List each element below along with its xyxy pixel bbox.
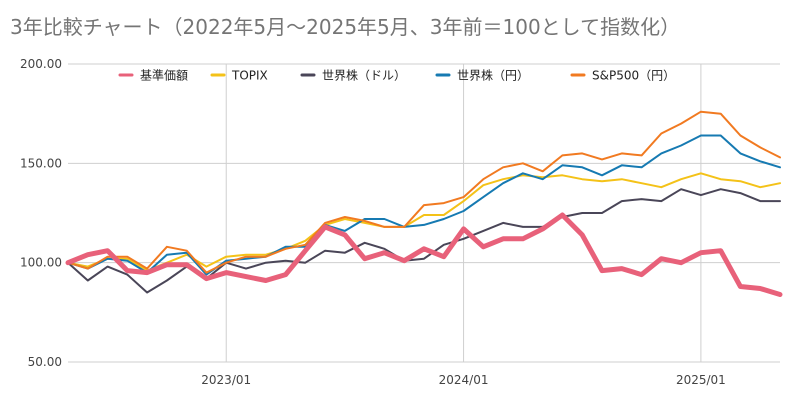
y-tick-label: 100.00 xyxy=(20,256,62,270)
series-layer xyxy=(65,110,783,297)
series-line-0 xyxy=(65,212,783,297)
tick-layer: 50.00 100.00 150.00 200.00 2023/01 2024/01 202… xyxy=(20,57,726,387)
legend-label: S&P500（円） xyxy=(592,69,675,83)
legend: 基準価額 TOPIX 世界株（ドル） 世界株（円） S&P500（円） xyxy=(118,68,675,83)
series-line-1 xyxy=(67,172,781,272)
grid-layer xyxy=(68,63,780,363)
legend-label: 基準価額 xyxy=(140,68,188,83)
legend-label: 世界株（円） xyxy=(457,68,529,83)
y-tick-label: 200.00 xyxy=(20,57,62,71)
legend-label: 世界株（ドル） xyxy=(322,68,406,83)
chart-title: 3年比較チャート（2022年5月～2025年5月、3年前＝100として指数化） xyxy=(10,15,680,39)
series-line-4 xyxy=(67,110,781,274)
legend-label: TOPIX xyxy=(231,69,268,83)
series-line-3 xyxy=(67,134,781,276)
y-tick-label: 150.00 xyxy=(20,156,62,170)
y-tick-label: 50.00 xyxy=(28,355,62,369)
x-tick-label: 2024/01 xyxy=(439,373,489,387)
x-tick-label: 2023/01 xyxy=(201,373,251,387)
x-tick-label: 2025/01 xyxy=(676,373,726,387)
